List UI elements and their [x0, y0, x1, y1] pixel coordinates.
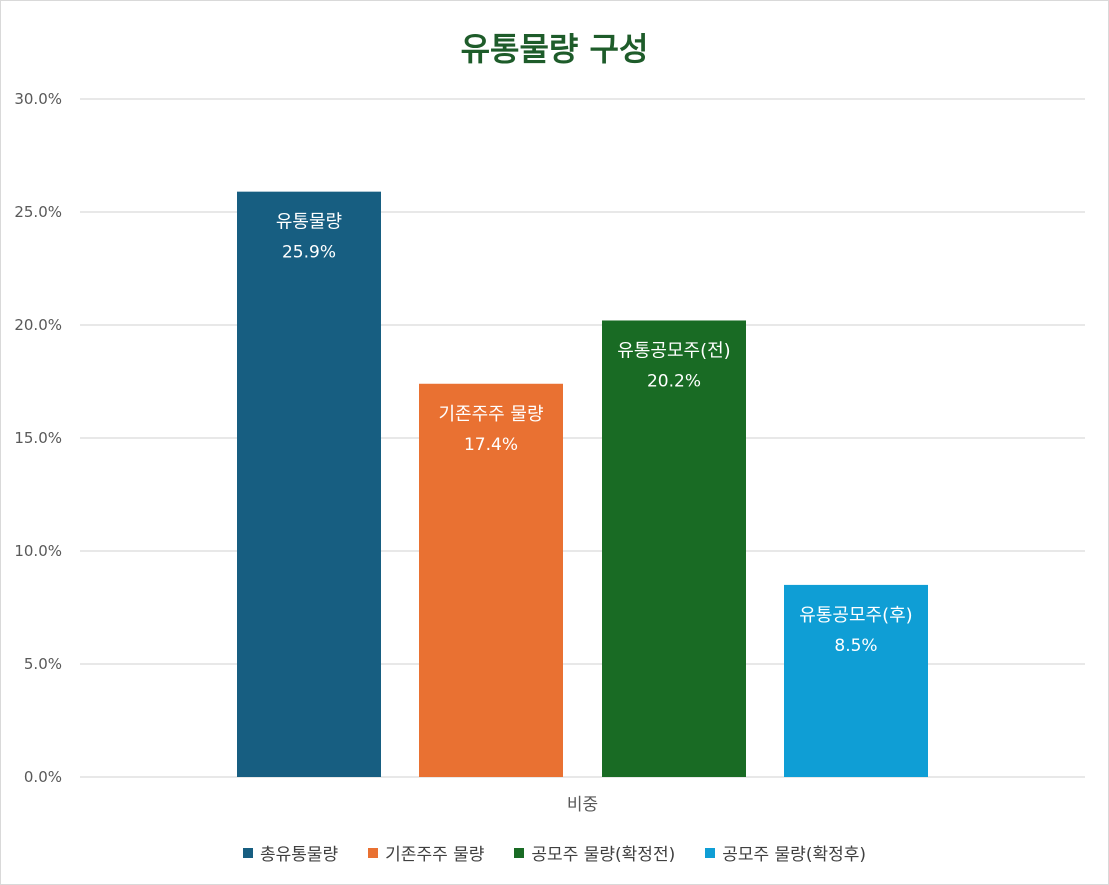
- y-tick-label: 15.0%: [14, 429, 62, 447]
- y-tick-label: 5.0%: [24, 655, 62, 673]
- chart-title: 유통물량 구성: [460, 30, 649, 68]
- bar-value-label: 25.9%: [282, 243, 336, 263]
- legend-swatch: [514, 847, 525, 858]
- legend-item: 공모주 물량(확정전): [514, 840, 675, 865]
- bar: [419, 383, 563, 777]
- y-tick-label: 30.0%: [14, 90, 62, 108]
- legend-label: 기존주주 물량: [385, 845, 485, 865]
- bar: [784, 584, 928, 777]
- legend-item: 총유통물량: [242, 840, 339, 865]
- y-tick-label: 0.0%: [24, 768, 62, 786]
- y-tick-label: 25.0%: [14, 203, 62, 221]
- y-tick-label: 10.0%: [14, 542, 62, 560]
- legend-label: 공모주 물량(확정후): [722, 845, 867, 865]
- legend-swatch: [705, 847, 716, 858]
- bar-value-label: 8.5%: [834, 636, 877, 656]
- bar-label: 유통공모주(전): [617, 340, 730, 361]
- legend-swatch: [368, 847, 379, 858]
- bar: [237, 191, 381, 777]
- y-tick-label: 20.0%: [14, 316, 62, 334]
- legend-item: 공모주 물량(확정후): [705, 840, 866, 865]
- bar-value-label: 20.2%: [647, 371, 701, 391]
- bar-label: 유통물량: [276, 212, 342, 233]
- legend: 총유통물량 기존주주 물량 공모주 물량(확정전) 공모주 물량(확정후): [0, 840, 1109, 865]
- legend-label: 총유통물량: [259, 845, 339, 865]
- bar-value-label: 17.4%: [464, 435, 518, 455]
- legend-swatch: [242, 847, 253, 858]
- x-category-label: 비중: [567, 795, 598, 815]
- bar-label: 유통공모주(후): [799, 605, 912, 626]
- legend-label: 공모주 물량(확정전): [531, 845, 676, 865]
- legend-item: 기존주주 물량: [368, 840, 484, 865]
- bar-label: 기존주주 물량: [438, 404, 543, 425]
- bar: [602, 320, 746, 777]
